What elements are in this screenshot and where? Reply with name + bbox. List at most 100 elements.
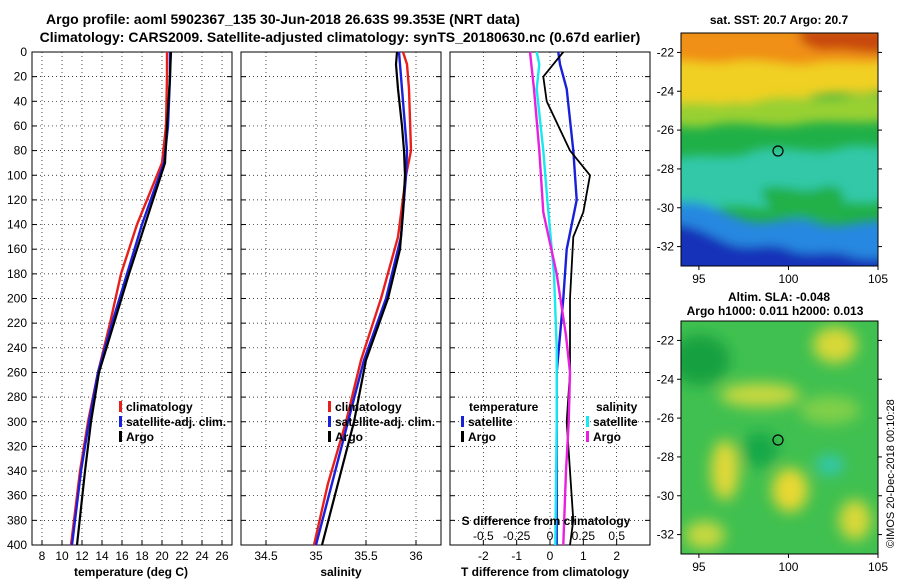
sla-map: Altim. SLA: -0.048 Argo h1000: 0.011 h20… <box>657 290 889 574</box>
legend-swatch-climatology <box>328 401 331 412</box>
title-line-2: Climatology: CARS2009. Satellite-adjuste… <box>40 29 641 45</box>
map-y-tick-label: -28 <box>657 450 675 464</box>
legend-swatch-satellite <box>328 416 331 427</box>
top-tick-label: 0.5 <box>608 529 625 543</box>
sla-map-title-2: Argo h1000: 0.011 h2000: 0.013 <box>687 304 864 318</box>
top-axis-label: S difference from climatology <box>462 514 631 528</box>
x-axis-label: temperature (deg C) <box>74 565 188 579</box>
legend-swatch-s-argo <box>586 431 589 442</box>
salinity-panel: 34.5 35 35.5 36 salinity <box>240 51 442 579</box>
legend-label-argo: Argo <box>126 430 154 444</box>
sla-map-frame <box>680 320 879 555</box>
series-line-s-satellite <box>535 51 558 546</box>
y-tick-label: 280 <box>7 390 27 404</box>
x-tick-label: 36 <box>409 549 423 563</box>
y-tick-label: 300 <box>7 415 27 429</box>
map-x-tick-label: 100 <box>778 560 798 574</box>
x-tick-label: 2 <box>613 549 620 563</box>
legend-label-s-argo: Argo <box>593 430 621 444</box>
x-tick-label: 22 <box>175 549 189 563</box>
map-y-tick-label: -24 <box>657 372 675 386</box>
map-y-tick-label: -26 <box>657 411 675 425</box>
legend-label-argo: Argo <box>335 430 363 444</box>
temperature-legend: climatology satellite-adj. clim. Argo <box>119 400 226 444</box>
sla-map-title-1: Altim. SLA: -0.048 <box>728 290 830 304</box>
y-tick-label: 220 <box>7 316 27 330</box>
sla-cyan-patch <box>816 455 844 475</box>
sla-yellow-patch <box>813 327 857 363</box>
sst-map-title: sat. SST: 20.7 Argo: 20.7 <box>710 13 849 27</box>
temperature-panel: 8 10 12 14 16 18 20 22 24 26 temperature (deg C) 0 2… <box>7 45 233 579</box>
sla-yellow-patch <box>685 521 725 549</box>
sla-light-green-patch <box>800 396 860 424</box>
map-y-tick-label: -28 <box>657 162 675 176</box>
y-tick-label: 0 <box>20 45 27 59</box>
legend-label-satellite: satellite-adj. clim. <box>126 415 226 429</box>
sla-dark-green-patch <box>681 335 730 385</box>
legend-swatch-t-satellite <box>461 416 464 427</box>
legend-swatch-t-argo <box>461 431 464 442</box>
x-axis-label: salinity <box>320 565 362 579</box>
map-y-tick-label: -26 <box>657 123 675 137</box>
sst-map: sat. SST: 20.7 Argo: 20.7 95 100 105 -22 -24… <box>657 13 889 286</box>
legend-label-t-satellite: satellite <box>468 415 513 429</box>
sst-cold-band <box>681 225 878 266</box>
y-tick-label: 400 <box>7 538 27 552</box>
sla-yellow-patch <box>711 440 739 500</box>
legend-swatch-satellite <box>119 416 122 427</box>
x-axis-label: T difference from climatology <box>461 565 629 579</box>
x-tick-label: 16 <box>115 549 129 563</box>
imos-watermark: ©IMOS 20-Dec-2018 00:10:28 <box>885 399 897 548</box>
map-y-tick-label: -30 <box>657 201 675 215</box>
map-y-tick-label: -32 <box>657 240 675 254</box>
series-line-argo <box>75 51 173 546</box>
sla-dark-green-patch <box>742 432 778 468</box>
map-x-tick-label: 105 <box>868 272 888 286</box>
map-x-tick-label: 95 <box>692 560 706 574</box>
legend-label-satellite: satellite-adj. clim. <box>335 415 435 429</box>
sla-yellow-patch <box>839 500 871 540</box>
y-tick-label: 160 <box>7 242 27 256</box>
series-line-climatology <box>312 51 413 546</box>
x-tick-label: 34.5 <box>254 549 278 563</box>
map-x-tick-label: 105 <box>868 560 888 574</box>
x-tick-label: 14 <box>95 549 109 563</box>
sst-yellowgreen-band <box>681 94 878 128</box>
sst-green-tongue <box>760 185 844 218</box>
map-y-tick-label: -22 <box>657 333 675 347</box>
legend-label-climatology: climatology <box>126 400 193 414</box>
y-tick-label: 20 <box>14 70 28 84</box>
top-tick-label: 0.25 <box>572 529 596 543</box>
difference-legend: temperature salinity satellite Argo sate… <box>461 400 638 444</box>
sla-yellow-patch <box>772 468 808 512</box>
salinity-legend: climatology satellite-adj. clim. Argo <box>328 400 435 444</box>
y-tick-label: 180 <box>7 267 27 281</box>
top-tick-label: 0 <box>547 529 554 543</box>
y-tick-label: 260 <box>7 365 27 379</box>
legend-title-temperature: temperature <box>469 400 539 414</box>
argo-location-marker <box>772 145 784 157</box>
legend-swatch-argo <box>119 431 122 442</box>
legend-label-s-satellite: satellite <box>593 415 638 429</box>
y-tick-label: 120 <box>7 193 27 207</box>
y-tick-label: 100 <box>7 168 27 182</box>
x-tick-label: 20 <box>155 549 169 563</box>
sst-hottest-patch <box>800 33 878 54</box>
x-tick-label: 1 <box>580 549 587 563</box>
top-tick-label: -0.25 <box>503 529 531 543</box>
y-tick-label: 140 <box>7 218 27 232</box>
legend-title-salinity: salinity <box>596 400 638 414</box>
series-line-argo <box>320 51 407 546</box>
y-tick-label: 240 <box>7 341 27 355</box>
x-tick-label: 12 <box>75 549 89 563</box>
sst-map-frame <box>680 32 879 267</box>
legend-label-t-argo: Argo <box>468 430 496 444</box>
x-tick-label: 8 <box>39 549 46 563</box>
map-y-tick-label: -24 <box>657 84 675 98</box>
legend-swatch-argo <box>328 431 331 442</box>
title-line-1: Argo profile: aoml 5902367_135 30-Jun-20… <box>46 11 520 27</box>
map-y-tick-label: -32 <box>657 528 675 542</box>
y-tick-label: 40 <box>14 94 28 108</box>
series-line-s-argo <box>528 51 572 546</box>
